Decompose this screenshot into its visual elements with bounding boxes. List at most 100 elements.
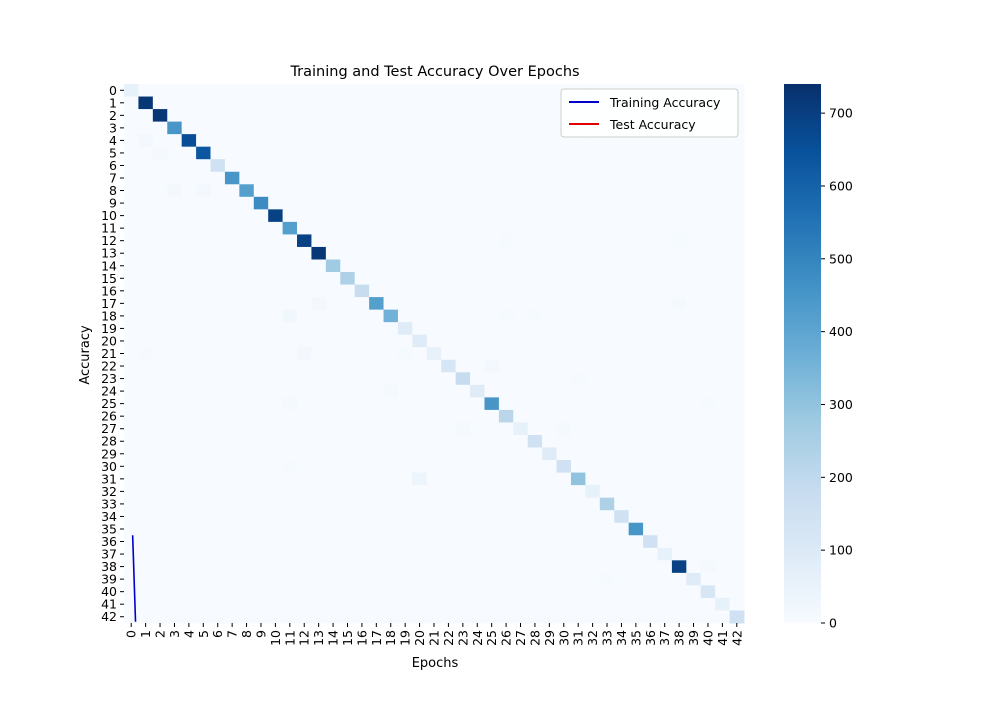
heatmap-cell-25-3 — [167, 397, 183, 411]
heatmap-cell-40-2 — [152, 585, 168, 599]
heatmap-cell-37-16 — [354, 547, 370, 561]
heatmap-cell-29-27 — [513, 447, 529, 461]
heatmap-cell-14-13 — [311, 259, 327, 273]
x-tick-label-32: 32 — [585, 630, 600, 646]
heatmap-cell-42-5 — [196, 610, 212, 624]
heatmap-cell-18-8 — [239, 309, 255, 323]
heatmap-cell-29-24 — [470, 447, 485, 461]
heatmap-cell-28-30 — [556, 434, 572, 449]
heatmap-cell-1-15 — [340, 96, 356, 110]
heatmap-cell-38-37 — [657, 560, 673, 574]
heatmap-cell-1-27 — [513, 96, 529, 110]
y-tick-label-39: 39 — [101, 572, 117, 587]
heatmap-cell-12-7 — [224, 234, 240, 248]
heatmap-cell-22-39 — [686, 359, 702, 373]
heatmap-cell-38-40 — [700, 560, 716, 574]
heatmap-cell-35-42 — [729, 522, 745, 536]
heatmap-cell-41-27 — [513, 597, 529, 611]
heatmap-cell-23-16 — [354, 372, 370, 386]
heatmap-cell-9-16 — [354, 196, 370, 210]
heatmap-cell-20-25 — [484, 334, 500, 348]
heatmap-cell-19-6 — [210, 322, 226, 336]
heatmap-cell-13-8 — [239, 246, 255, 260]
heatmap-cell-41-37 — [657, 597, 673, 611]
heatmap-cell-13-15 — [340, 246, 356, 260]
heatmap-cell-30-4 — [181, 460, 197, 474]
heatmap-cell-19-32 — [585, 322, 601, 336]
heatmap-cell-16-13 — [311, 284, 327, 298]
heatmap-cell-32-25 — [484, 485, 500, 499]
heatmap-cell-26-25 — [484, 409, 500, 423]
heatmap-cell-20-6 — [210, 334, 226, 348]
heatmap-cell-2-26 — [498, 109, 514, 123]
y-tick-label-25: 25 — [101, 396, 117, 411]
heatmap-cell-31-35 — [628, 472, 644, 486]
heatmap-cell-4-26 — [498, 134, 514, 148]
heatmap-cell-15-34 — [614, 272, 630, 286]
heatmap-cell-13-37 — [657, 246, 673, 260]
heatmap-cell-1-25 — [484, 96, 500, 110]
heatmap-cell-24-22 — [441, 384, 457, 398]
heatmap-cell-23-18 — [383, 372, 399, 386]
heatmap-cell-23-29 — [542, 372, 558, 386]
heatmap-cell-5-36 — [643, 146, 658, 160]
heatmap-cell-12-33 — [599, 234, 615, 248]
heatmap-cell-19-5 — [196, 322, 212, 336]
heatmap-cell-33-36 — [643, 497, 658, 511]
heatmap-cell-8-13 — [311, 184, 327, 198]
heatmap-cell-30-27 — [513, 460, 529, 474]
heatmap-cell-19-15 — [340, 322, 356, 336]
heatmap-cell-18-14 — [325, 309, 341, 323]
heatmap-cell-18-32 — [585, 309, 601, 323]
heatmap-cell-33-0 — [124, 497, 139, 511]
y-tick-label-23: 23 — [101, 371, 117, 386]
heatmap-cell-42-31 — [570, 610, 586, 624]
heatmap-cell-22-16 — [354, 359, 370, 373]
heatmap-cell-27-34 — [614, 422, 630, 436]
heatmap-cell-16-2 — [152, 284, 168, 298]
heatmap-cell-6-28 — [527, 159, 543, 173]
heatmap-cell-21-5 — [196, 347, 212, 361]
heatmap-cell-35-17 — [369, 522, 385, 536]
heatmap-cell-4-2 — [152, 134, 168, 148]
heatmap-cell-8-18 — [383, 184, 399, 198]
heatmap-cell-1-16 — [354, 96, 370, 110]
heatmap-cell-31-38 — [671, 472, 687, 486]
heatmap-cell-29-8 — [239, 447, 255, 461]
heatmap-cell-0-23 — [455, 84, 471, 98]
heatmap-cell-41-34 — [614, 597, 630, 611]
heatmap-cell-20-14 — [325, 334, 341, 348]
heatmap-cell-37-21 — [426, 547, 442, 561]
heatmap-cell-11-25 — [484, 221, 500, 235]
heatmap-cell-16-24 — [470, 284, 485, 298]
heatmap-cell-35-9 — [253, 522, 269, 536]
heatmap-cell-3-2 — [152, 121, 168, 135]
heatmap-cell-1-24 — [470, 96, 485, 110]
heatmap-cell-9-10 — [268, 196, 284, 210]
heatmap-cell-3-12 — [297, 121, 312, 135]
heatmap-cell-15-33 — [599, 272, 615, 286]
heatmap-cell-35-36 — [643, 522, 658, 536]
heatmap-cell-41-42 — [729, 597, 745, 611]
heatmap-cell-14-4 — [181, 259, 197, 273]
heatmap-cell-31-34 — [614, 472, 630, 486]
heatmap-cell-31-19 — [397, 472, 413, 486]
heatmap-cell-35-29 — [542, 522, 558, 536]
heatmap-cell-14-39 — [686, 259, 702, 273]
heatmap-cell-14-6 — [210, 259, 226, 273]
heatmap-cell-19-19 — [397, 322, 413, 336]
heatmap-cell-41-7 — [224, 597, 240, 611]
heatmap-cell-33-6 — [210, 497, 226, 511]
heatmap-cell-37-5 — [196, 547, 212, 561]
y-tick-label-27: 27 — [101, 421, 117, 436]
heatmap-cell-3-4 — [181, 121, 197, 135]
heatmap-cell-18-29 — [542, 309, 558, 323]
heatmap-cell-19-0 — [124, 322, 139, 336]
heatmap-cell-32-2 — [152, 485, 168, 499]
heatmap-cell-14-38 — [671, 259, 687, 273]
heatmap-cell-8-32 — [585, 184, 601, 198]
heatmap-cell-14-40 — [700, 259, 716, 273]
y-tick-label-20: 20 — [101, 333, 117, 348]
heatmap-cell-4-9 — [253, 134, 269, 148]
